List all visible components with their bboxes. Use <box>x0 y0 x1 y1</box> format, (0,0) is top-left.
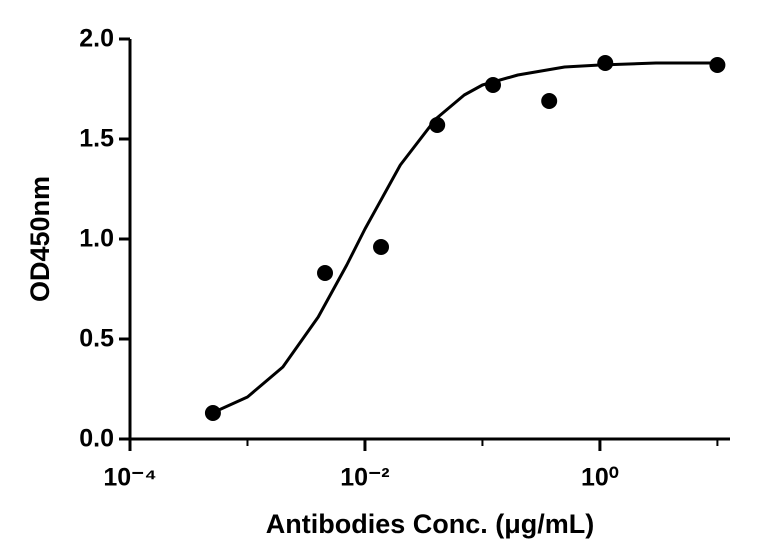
y-tick-label: 1.0 <box>79 225 114 253</box>
data-point <box>373 239 390 255</box>
y-tick-label: 2.0 <box>79 25 114 53</box>
y-axis-title: OD450nm <box>25 176 55 302</box>
x-tick-label: 10⁻² <box>340 464 389 492</box>
fit-curve <box>211 61 718 415</box>
y-tick-label: 0.5 <box>79 325 114 353</box>
x-tick-label: 10⁰ <box>581 464 619 492</box>
data-point <box>317 265 334 281</box>
data-point <box>597 55 614 71</box>
data-point <box>709 57 726 73</box>
x-axis-title: Antibodies Conc. (μg/mL) <box>266 509 595 539</box>
y-tick-label: 0.0 <box>79 425 114 453</box>
data-point <box>541 93 558 109</box>
x-tick-label: 10⁻⁴ <box>103 464 156 492</box>
y-tick-label: 1.5 <box>79 125 114 153</box>
